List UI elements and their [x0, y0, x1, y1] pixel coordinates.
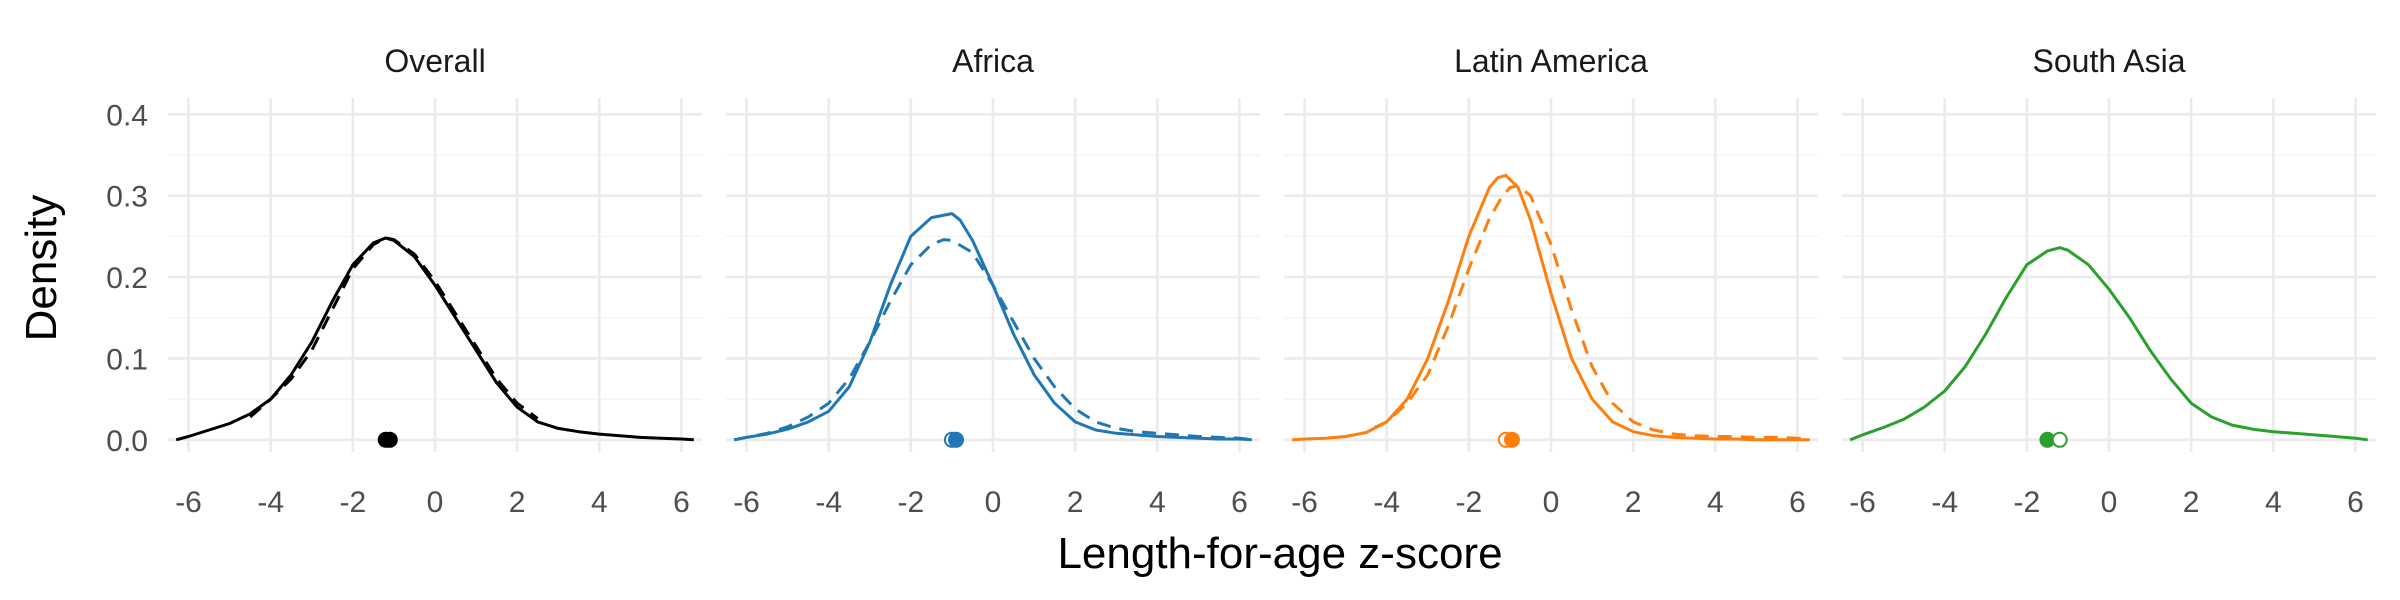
panel-title: Overall — [384, 43, 485, 79]
x-tick-label: 0 — [985, 486, 1002, 519]
x-tick-label: -4 — [815, 486, 842, 519]
panel-4: South Asia -6 -4 -2 0 2 4 6 — [1842, 43, 2376, 519]
x-tick-label: 0 — [427, 486, 444, 519]
x-tick-label: 2 — [1067, 486, 1084, 519]
solid-density-line — [733, 212, 1252, 442]
solid-density-line — [1292, 173, 1810, 442]
dashed-density-line — [249, 236, 539, 420]
panel-3: Latin America -6 -4 -2 0 2 4 6 — [1284, 43, 1818, 519]
x-tick-label: 2 — [509, 486, 526, 519]
y-axis-title: Density — [17, 195, 66, 342]
x-tick-label: 6 — [1789, 486, 1806, 519]
panels-layer: Overall -6 -4 -2 0 2 4 6 0.0 0.1 0.2 0.3 0.4 Africa -6… — [106, 43, 2376, 519]
x-tick-label: 6 — [1231, 486, 1248, 519]
x-tick-label: 6 — [2347, 486, 2364, 519]
x-tick-label: 2 — [2183, 486, 2200, 519]
panel-title: Latin America — [1454, 43, 1648, 79]
x-tick-label: -6 — [733, 486, 760, 519]
mean-point-filled — [1503, 431, 1520, 448]
panel-title: South Asia — [2033, 43, 2186, 79]
panel-2: Africa -6 -4 -2 0 2 4 6 — [726, 43, 1260, 519]
x-tick-label: -4 — [1373, 486, 1400, 519]
mean-point-open — [2051, 431, 2068, 448]
x-tick-label: -4 — [1931, 486, 1958, 519]
dashed-density-line — [1373, 184, 1810, 440]
x-tick-label: -2 — [1456, 486, 1483, 519]
mean-point-filled — [948, 431, 965, 448]
x-tick-label: -2 — [2014, 486, 2041, 519]
x-tick-label: 0 — [1543, 486, 1560, 519]
x-tick-label: 2 — [1625, 486, 1642, 519]
x-tick-label: 6 — [673, 486, 690, 519]
x-tick-label: 4 — [2265, 486, 2282, 519]
dashed-density-line — [733, 238, 1252, 442]
x-tick-label: 4 — [1149, 486, 1166, 519]
y-tick-label: 0.4 — [106, 99, 148, 132]
x-tick-label: 4 — [1707, 486, 1724, 519]
x-tick-label: -2 — [898, 486, 925, 519]
x-tick-label: -6 — [1291, 486, 1318, 519]
x-axis-title: Length-for-age z-score — [1057, 529, 1502, 578]
x-tick-label: 4 — [591, 486, 608, 519]
x-tick-label: -2 — [340, 486, 367, 519]
panel-1: Overall -6 -4 -2 0 2 4 6 0.0 0.1 0.2 0.3 0.4 — [106, 43, 702, 519]
panel-title: Africa — [952, 43, 1034, 79]
solid-density-line — [1849, 246, 2368, 442]
x-tick-label: -6 — [1849, 486, 1876, 519]
y-tick-label: 0.0 — [106, 425, 148, 458]
y-tick-label: 0.2 — [106, 262, 148, 295]
x-tick-label: -4 — [257, 486, 284, 519]
y-tick-label: 0.1 — [106, 343, 148, 376]
solid-density-line — [175, 236, 694, 442]
y-tick-label: 0.3 — [106, 181, 148, 214]
x-tick-label: 0 — [2101, 486, 2118, 519]
mean-point-filled — [381, 431, 398, 448]
x-tick-label: -6 — [175, 486, 202, 519]
